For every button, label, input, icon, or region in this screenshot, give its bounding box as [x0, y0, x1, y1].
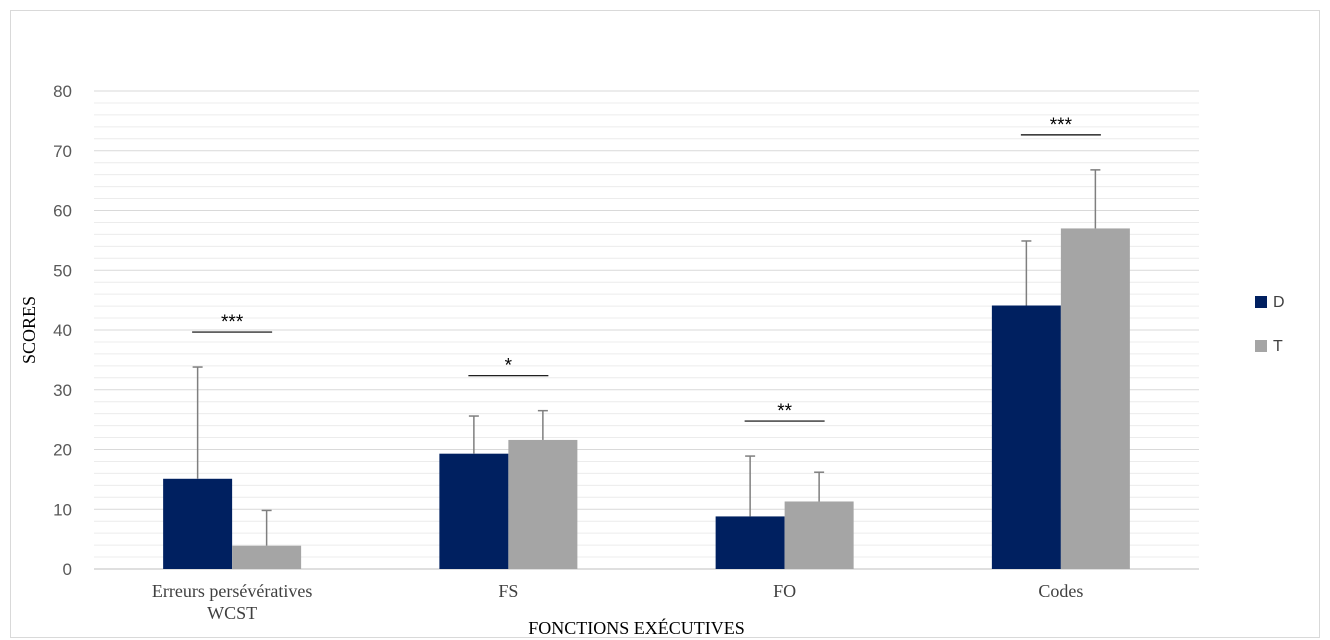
error-bar	[1021, 240, 1032, 306]
y-tick-label: 30	[53, 381, 72, 400]
y-tick-label: 50	[53, 261, 72, 280]
legend-swatch	[1255, 340, 1267, 352]
x-category-label: Erreurs persévératives	[152, 581, 312, 601]
legend-label: D	[1273, 294, 1285, 311]
bar-T	[1060, 228, 1130, 570]
error-bar	[745, 455, 756, 517]
y-tick-label: 80	[53, 82, 72, 101]
y-tick-label: 60	[53, 202, 72, 221]
bar-D	[439, 453, 509, 569]
bars	[163, 228, 1130, 570]
y-tick-label: 20	[53, 441, 72, 460]
error-bar	[192, 366, 203, 479]
bar-D	[991, 305, 1061, 569]
legend-item-T: T	[1255, 338, 1283, 355]
legend: DT	[1255, 294, 1285, 355]
chart-frame: *** * ** *** 0 10 20 30 40 50 60 70 80 Erreurs pers…	[10, 10, 1320, 638]
y-tick-labels: 0 10 20 30 40 50 60 70 80	[53, 82, 72, 579]
y-axis-title: SCORES	[19, 296, 39, 364]
significance-label: ***	[1050, 115, 1073, 136]
x-category-label: FO	[773, 581, 796, 601]
significance-marker: ***	[1020, 115, 1101, 136]
bar-T	[232, 545, 302, 569]
error-bar	[468, 415, 479, 454]
significance-markers: *********	[192, 115, 1101, 422]
significance-label: *	[505, 356, 513, 377]
legend-swatch	[1255, 296, 1267, 308]
bar-D	[163, 478, 233, 569]
significance-label: **	[777, 401, 792, 422]
y-tick-label: 0	[63, 560, 72, 579]
y-tick-label: 40	[53, 321, 72, 340]
significance-marker: **	[744, 401, 825, 422]
error-bar	[261, 509, 272, 546]
legend-label: T	[1273, 338, 1283, 355]
y-tick-label: 10	[53, 500, 72, 519]
y-tick-label: 70	[53, 142, 72, 161]
x-category-label: Codes	[1038, 581, 1083, 601]
bar-T	[784, 501, 854, 569]
x-category-label: FS	[498, 581, 518, 601]
significance-label: ***	[221, 312, 244, 333]
bar-T	[508, 439, 578, 569]
bar-D	[715, 516, 785, 569]
error-bar	[814, 471, 825, 502]
legend-item-D: D	[1255, 294, 1285, 311]
error-bar	[537, 409, 548, 440]
significance-marker: *	[468, 356, 549, 377]
error-bars	[192, 169, 1101, 546]
x-axis-title: FONCTIONS EXÉCUTIVES	[528, 617, 745, 638]
significance-marker: ***	[192, 312, 273, 333]
x-category-label: WCST	[207, 603, 257, 623]
error-bar	[1090, 169, 1101, 229]
